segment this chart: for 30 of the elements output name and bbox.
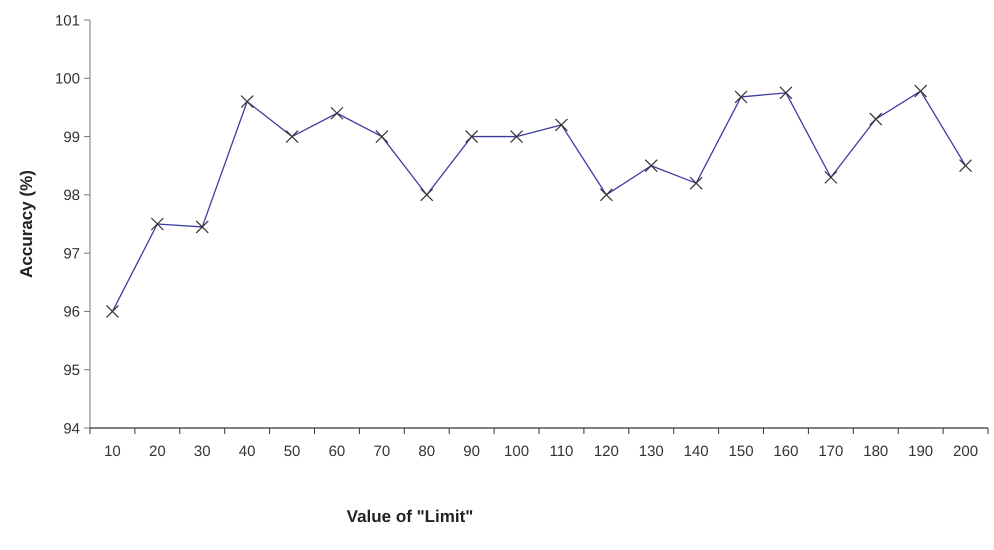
x-tick-label: 180 — [863, 443, 888, 460]
y-tick-label: 99 — [63, 128, 80, 146]
x-tick-label: 100 — [504, 443, 530, 460]
x-axis-title: Value of "Limit" — [346, 507, 474, 526]
y-tick-label: 101 — [54, 12, 80, 30]
x-tick-label: 110 — [549, 443, 574, 460]
x-tick-label: 60 — [328, 443, 346, 460]
x-tick-label: 40 — [238, 443, 256, 460]
x-tick-label: 170 — [818, 443, 844, 460]
x-tick-label: 70 — [374, 443, 390, 460]
x-tick-label: 120 — [594, 443, 619, 460]
y-tick-label: 96 — [63, 304, 80, 321]
x-tick-label: 140 — [684, 443, 709, 460]
x-tick-label: 190 — [908, 443, 934, 460]
y-tick-label: 95 — [63, 362, 80, 379]
y-axis-title: Accuracy (%) — [17, 170, 36, 278]
x-tick-label: 130 — [638, 443, 664, 460]
x-tick-label: 10 — [104, 443, 121, 460]
y-tick-label: 100 — [54, 70, 80, 88]
x-tick-label: 20 — [149, 443, 166, 460]
x-tick-label: 30 — [194, 443, 211, 460]
y-tick-label: 97 — [63, 245, 80, 262]
y-tick-label: 98 — [63, 187, 80, 204]
x-tick-label: 200 — [953, 443, 978, 460]
y-tick-label: 94 — [63, 420, 80, 438]
x-tick-label: 90 — [463, 443, 480, 460]
x-tick-label: 80 — [418, 443, 436, 460]
x-tick-label: 50 — [284, 443, 300, 460]
x-tick-label: 160 — [773, 443, 798, 460]
x-tick-label: 150 — [728, 443, 754, 460]
